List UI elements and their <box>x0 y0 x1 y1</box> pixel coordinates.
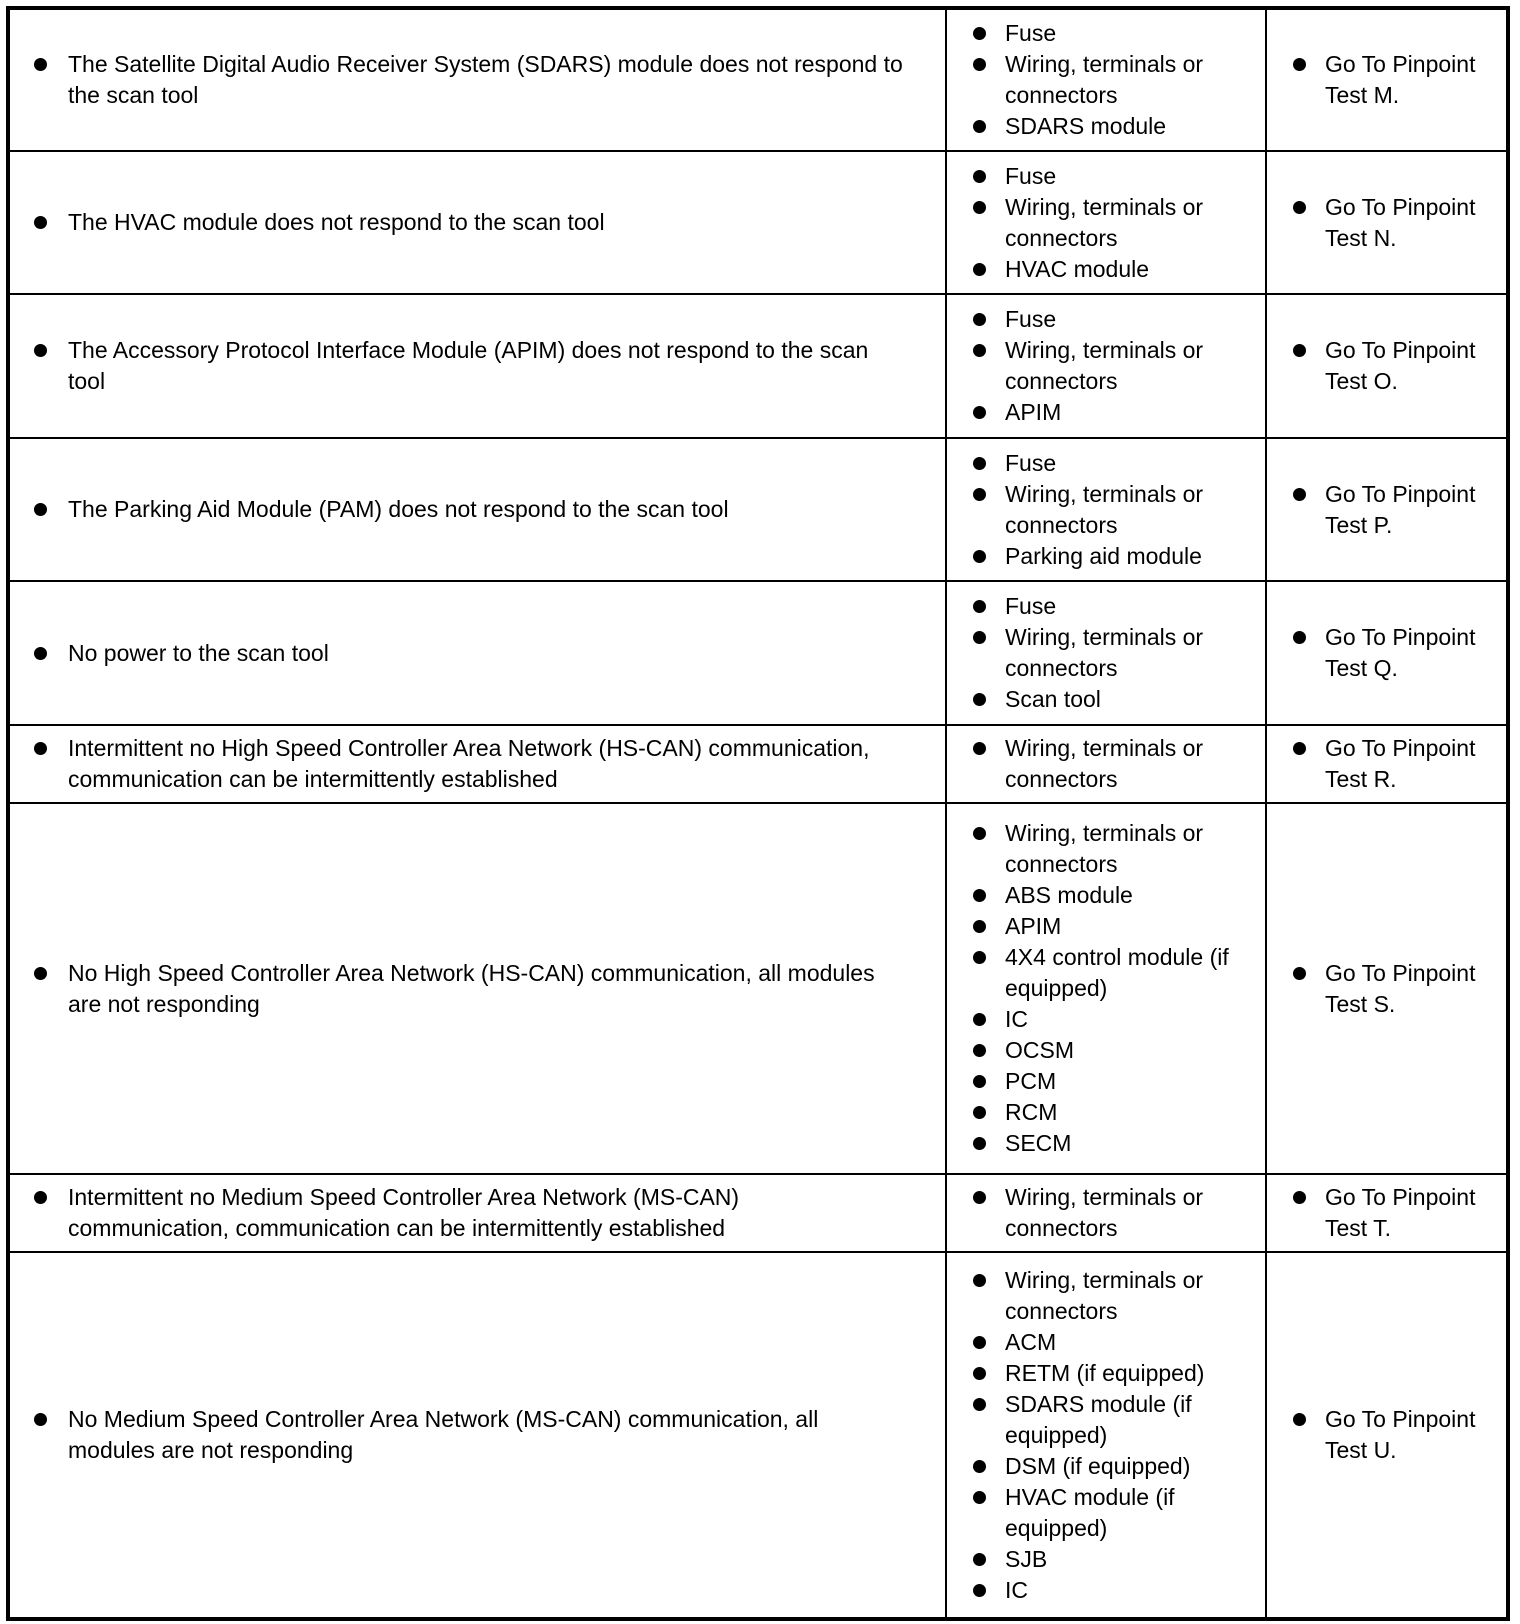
list-item: Fuse <box>947 161 1265 192</box>
list-item: Wiring, terminals or connectors <box>947 335 1265 397</box>
list-item: Go To Pinpoint Test U. <box>1267 1404 1506 1466</box>
symptom-cell: No power to the scan tool <box>7 580 947 726</box>
possible-sources-cell: Wiring, terminals or connectors ABS modul… <box>945 802 1267 1175</box>
symptom-cell: No Medium Speed Controller Area Network … <box>7 1251 947 1620</box>
possible-sources-cell: Wiring, terminals or connectors <box>945 1173 1267 1253</box>
list-item: Intermittent no Medium Speed Controller … <box>10 1182 945 1244</box>
possible-sources-cell: Wiring, terminals or connectors <box>945 724 1267 804</box>
table-row: No power to the scan tool Fuse Wiring, ter… <box>7 580 1509 726</box>
action-cell: Go To Pinpoint Test R. <box>1265 724 1509 804</box>
table-row: No High Speed Controller Area Network (H… <box>7 802 1509 1175</box>
list-item: Scan tool <box>947 684 1265 715</box>
list-item: SJB <box>947 1544 1265 1575</box>
possible-sources-cell: Fuse Wiring, terminals or connectors Scan … <box>945 580 1267 726</box>
list-item: Fuse <box>947 591 1265 622</box>
list-item: Fuse <box>947 448 1265 479</box>
list-item: SDARS module <box>947 111 1265 142</box>
list-item: Go To Pinpoint Test R. <box>1267 733 1506 795</box>
symptom-chart-table: The Satellite Digital Audio Receiver Sys… <box>6 6 1510 1621</box>
list-item: HVAC module <box>947 254 1265 285</box>
table-row: The Satellite Digital Audio Receiver Sys… <box>7 7 1509 152</box>
possible-sources-cell: Fuse Wiring, terminals or connectors SDARS… <box>945 7 1267 152</box>
list-item: Go To Pinpoint Test N. <box>1267 192 1506 254</box>
list-item: The Satellite Digital Audio Receiver Sys… <box>10 49 945 111</box>
list-item: Go To Pinpoint Test T. <box>1267 1182 1506 1244</box>
action-cell: Go To Pinpoint Test Q. <box>1265 580 1509 726</box>
list-item: ACM <box>947 1327 1265 1358</box>
list-item: IC <box>947 1004 1265 1035</box>
list-item: No power to the scan tool <box>10 638 945 669</box>
list-item: APIM <box>947 397 1265 428</box>
list-item: SDARS module (if equipped) <box>947 1389 1265 1451</box>
symptom-cell: No High Speed Controller Area Network (H… <box>7 802 947 1175</box>
symptom-cell: Intermittent no High Speed Controller Ar… <box>7 724 947 804</box>
list-item: ABS module <box>947 880 1265 911</box>
action-cell: Go To Pinpoint Test T. <box>1265 1173 1509 1253</box>
list-item: Wiring, terminals or connectors <box>947 479 1265 541</box>
possible-sources-cell: Wiring, terminals or connectors ACM RETM (… <box>945 1251 1267 1620</box>
symptom-cell: The Satellite Digital Audio Receiver Sys… <box>7 7 947 152</box>
list-item: Fuse <box>947 18 1265 49</box>
list-item: Intermittent no High Speed Controller Ar… <box>10 733 945 795</box>
symptom-cell: The HVAC module does not respond to the … <box>7 150 947 295</box>
symptom-cell: The Accessory Protocol Interface Module … <box>7 293 947 439</box>
list-item: APIM <box>947 911 1265 942</box>
list-item: Go To Pinpoint Test S. <box>1267 958 1506 1020</box>
list-item: RCM <box>947 1097 1265 1128</box>
table-row: The HVAC module does not respond to the … <box>7 150 1509 295</box>
table-row: The Parking Aid Module (PAM) does not re… <box>7 437 1509 582</box>
list-item: Wiring, terminals or connectors <box>947 1182 1265 1244</box>
list-item: Wiring, terminals or connectors <box>947 818 1265 880</box>
list-item: Go To Pinpoint Test O. <box>1267 335 1506 397</box>
list-item: Wiring, terminals or connectors <box>947 622 1265 684</box>
list-item: SECM <box>947 1128 1265 1159</box>
action-cell: Go To Pinpoint Test S. <box>1265 802 1509 1175</box>
list-item: HVAC module (if equipped) <box>947 1482 1265 1544</box>
possible-sources-cell: Fuse Wiring, terminals or connectors Parki… <box>945 437 1267 582</box>
possible-sources-cell: Fuse Wiring, terminals or connectors APIM <box>945 293 1267 439</box>
list-item: Fuse <box>947 304 1265 335</box>
list-item: Go To Pinpoint Test P. <box>1267 479 1506 541</box>
list-item: RETM (if equipped) <box>947 1358 1265 1389</box>
list-item: DSM (if equipped) <box>947 1451 1265 1482</box>
list-item: Wiring, terminals or connectors <box>947 192 1265 254</box>
symptom-cell: The Parking Aid Module (PAM) does not re… <box>7 437 947 582</box>
list-item: Wiring, terminals or connectors <box>947 49 1265 111</box>
list-item: IC <box>947 1575 1265 1606</box>
list-item: Go To Pinpoint Test Q. <box>1267 622 1506 684</box>
action-cell: Go To Pinpoint Test M. <box>1265 7 1509 152</box>
list-item: 4X4 control module (if equipped) <box>947 942 1265 1004</box>
list-item: No Medium Speed Controller Area Network … <box>10 1404 945 1466</box>
action-cell: Go To Pinpoint Test N. <box>1265 150 1509 295</box>
action-cell: Go To Pinpoint Test O. <box>1265 293 1509 439</box>
list-item: OCSM <box>947 1035 1265 1066</box>
list-item: The HVAC module does not respond to the … <box>10 207 945 238</box>
table-row: Intermittent no Medium Speed Controller … <box>7 1173 1509 1253</box>
list-item: Wiring, terminals or connectors <box>947 1265 1265 1327</box>
list-item: Parking aid module <box>947 541 1265 572</box>
list-item: Wiring, terminals or connectors <box>947 733 1265 795</box>
list-item: PCM <box>947 1066 1265 1097</box>
possible-sources-cell: Fuse Wiring, terminals or connectors HVAC … <box>945 150 1267 295</box>
list-item: The Parking Aid Module (PAM) does not re… <box>10 494 945 525</box>
symptom-cell: Intermittent no Medium Speed Controller … <box>7 1173 947 1253</box>
table-row: The Accessory Protocol Interface Module … <box>7 293 1509 439</box>
action-cell: Go To Pinpoint Test P. <box>1265 437 1509 582</box>
list-item: No High Speed Controller Area Network (H… <box>10 958 945 1020</box>
action-cell: Go To Pinpoint Test U. <box>1265 1251 1509 1620</box>
list-item: Go To Pinpoint Test M. <box>1267 49 1506 111</box>
list-item: The Accessory Protocol Interface Module … <box>10 335 945 397</box>
table-row: Intermittent no High Speed Controller Ar… <box>7 724 1509 804</box>
table-row: No Medium Speed Controller Area Network … <box>7 1251 1509 1620</box>
